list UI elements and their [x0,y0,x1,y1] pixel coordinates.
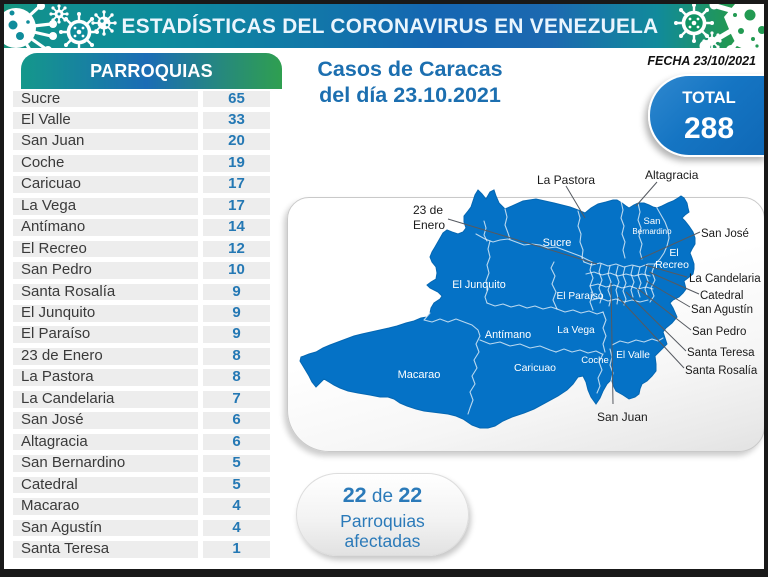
svg-text:Sucre: Sucre [543,237,572,249]
svg-text:Antímano: Antímano [485,329,531,341]
svg-text:El Junquito: El Junquito [452,279,505,291]
svg-text:El Paraíso: El Paraíso [557,291,604,302]
svg-text:El: El [669,247,678,259]
svg-text:La Vega: La Vega [557,325,595,336]
svg-text:La Candelaria: La Candelaria [689,273,761,285]
svg-text:San José: San José [701,228,749,240]
svg-text:23 de: 23 de [413,203,443,217]
svg-text:Altagracia: Altagracia [645,168,699,182]
svg-text:Enero: Enero [413,218,445,232]
svg-text:San: San [644,216,661,227]
svg-text:Caricuao: Caricuao [514,362,556,374]
svg-text:San Juan: San Juan [597,410,648,424]
svg-text:Macarao: Macarao [398,369,441,381]
svg-text:El Valle: El Valle [616,350,650,361]
svg-text:Coche: Coche [581,355,608,366]
svg-text:Catedral: Catedral [700,290,743,302]
svg-text:San Agustín: San Agustín [691,304,753,316]
svg-text:Bernardino: Bernardino [632,227,672,236]
svg-text:Santa Rosalía: Santa Rosalía [685,365,758,377]
svg-text:San Pedro: San Pedro [692,326,746,338]
svg-text:La Pastora: La Pastora [537,173,595,187]
svg-text:Recreo: Recreo [655,259,689,271]
svg-text:Santa Teresa: Santa Teresa [687,347,755,359]
